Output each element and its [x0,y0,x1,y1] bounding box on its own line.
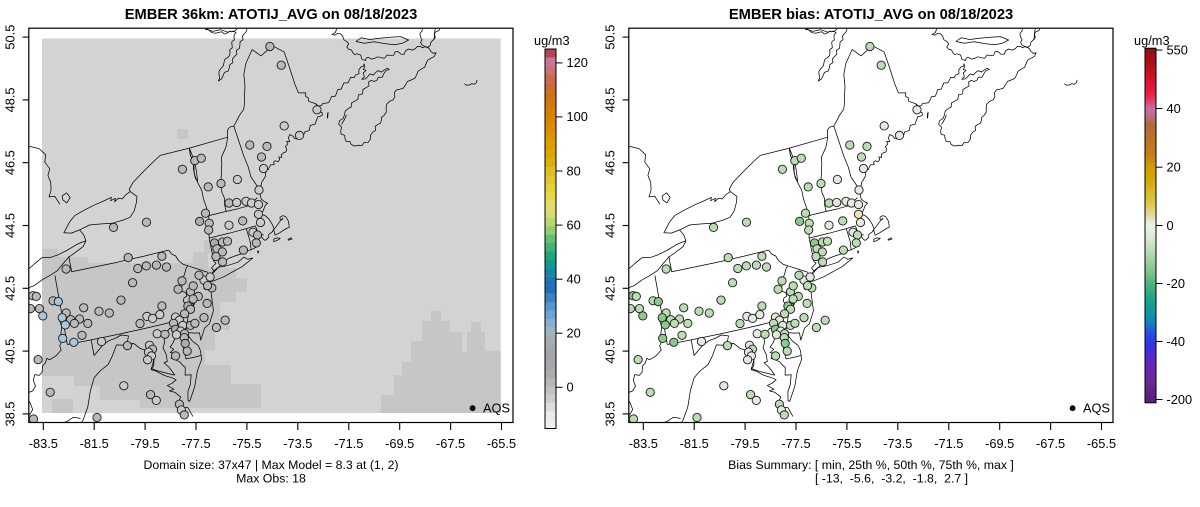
svg-text:Domain size: 37x47 | Max Model: Domain size: 37x47 | Max Model = 8.3 at … [143,458,398,472]
svg-text:-83.5: -83.5 [629,436,658,451]
svg-text:44.5: 44.5 [3,213,18,238]
svg-text:-73.5: -73.5 [883,436,912,451]
svg-text:ug/m3: ug/m3 [534,33,570,48]
svg-text:-69.5: -69.5 [385,436,414,451]
svg-text:AQS: AQS [483,401,510,416]
svg-text:-40: -40 [1167,334,1186,349]
svg-text:48.5: 48.5 [603,87,618,112]
svg-text:20: 20 [1167,160,1181,175]
svg-text:-73.5: -73.5 [283,436,312,451]
svg-text:44.5: 44.5 [603,213,618,238]
svg-text:-71.5: -71.5 [334,436,363,451]
svg-text:120: 120 [567,55,588,70]
svg-text:50.5: 50.5 [603,25,618,50]
svg-text:40: 40 [567,272,581,287]
svg-text:40.5: 40.5 [603,339,618,364]
svg-text:46.5: 46.5 [603,150,618,175]
svg-text:EMBER 36km: ATOTIJ_AVG on 08/1: EMBER 36km: ATOTIJ_AVG on 08/18/2023 [125,7,418,23]
svg-text:EMBER bias: ATOTIJ_AVG on 08/1: EMBER bias: ATOTIJ_AVG on 08/18/2023 [729,7,1013,23]
svg-text:-79.5: -79.5 [731,436,760,451]
svg-text:-75.5: -75.5 [832,436,861,451]
svg-text:Max Obs: 18: Max Obs: 18 [236,472,306,486]
svg-text:-81.5: -81.5 [680,436,709,451]
svg-text:40: 40 [1167,101,1181,116]
svg-text:-67.5: -67.5 [1036,436,1065,451]
svg-text:-77.5: -77.5 [781,436,810,451]
svg-text:60: 60 [567,217,581,232]
svg-text:AQS: AQS [1083,401,1110,416]
svg-text:-81.5: -81.5 [80,436,109,451]
svg-text:550: 550 [1167,42,1188,57]
svg-text:-69.5: -69.5 [985,436,1014,451]
svg-text:-200: -200 [1167,392,1193,407]
svg-text:[ -13, -5.6, -3.2, -1.8, 2: [ -13, -5.6, -3.2, -1.8, 2.7 ] [815,472,968,486]
svg-text:48.5: 48.5 [3,87,18,112]
svg-text:50.5: 50.5 [3,25,18,50]
svg-text:-83.5: -83.5 [29,436,58,451]
svg-text:42.5: 42.5 [603,276,618,301]
svg-text:-79.5: -79.5 [131,436,160,451]
svg-text:42.5: 42.5 [3,276,18,301]
svg-text:-65.5: -65.5 [487,436,516,451]
svg-text:ug/m3: ug/m3 [1134,33,1170,48]
svg-text:-67.5: -67.5 [436,436,465,451]
svg-text:-65.5: -65.5 [1087,436,1116,451]
svg-text:100: 100 [567,109,588,124]
svg-text:-75.5: -75.5 [232,436,261,451]
svg-text:38.5: 38.5 [603,401,618,426]
svg-text:40.5: 40.5 [3,339,18,364]
svg-text:-20: -20 [1167,276,1186,291]
svg-text:80: 80 [567,163,581,178]
svg-text:20: 20 [567,326,581,341]
svg-text:Bias Summary: [ min, 25th %, 5: Bias Summary: [ min, 25th %, 50th %, 75t… [728,458,1014,472]
svg-text:46.5: 46.5 [3,150,18,175]
svg-text:-77.5: -77.5 [181,436,210,451]
svg-text:0: 0 [567,380,574,395]
svg-text:0: 0 [1167,218,1174,233]
svg-text:38.5: 38.5 [3,401,18,426]
svg-text:-71.5: -71.5 [934,436,963,451]
